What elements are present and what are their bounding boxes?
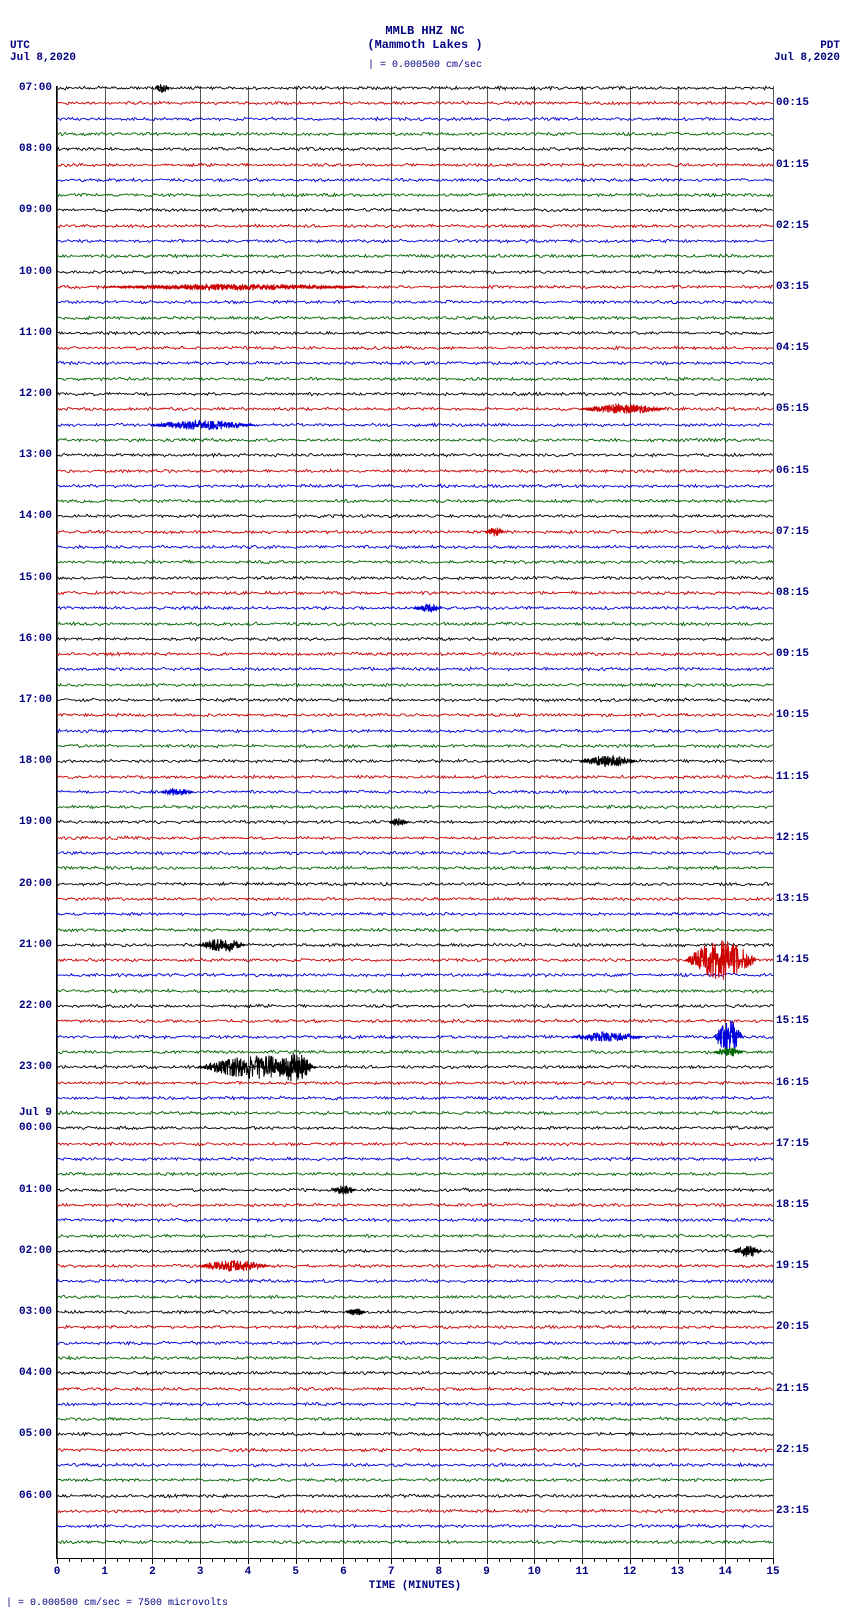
- xaxis-label: 9: [483, 1566, 490, 1578]
- header: MMLB HHZ NC (Mammoth Lakes ): [0, 24, 850, 52]
- time-label-pdt: 10:15: [776, 709, 809, 721]
- time-label-pdt: 09:15: [776, 648, 809, 660]
- time-label-utc: 09:00: [19, 204, 52, 216]
- time-label-utc: 12:00: [19, 388, 52, 400]
- timezone-right: PDT Jul 8,2020: [774, 40, 840, 64]
- seismic-event: [198, 1255, 274, 1277]
- seismic-event: [103, 279, 370, 295]
- time-label-pdt: 06:15: [776, 465, 809, 477]
- seismic-event: [198, 933, 250, 957]
- date-label-utc: Jul 9: [19, 1107, 52, 1119]
- xaxis-label: 4: [245, 1566, 252, 1578]
- time-label-utc: 22:00: [19, 1000, 52, 1012]
- xaxis-label: 7: [388, 1566, 395, 1578]
- time-label-utc: 00:00: [19, 1122, 52, 1134]
- xaxis-label: 13: [671, 1566, 684, 1578]
- time-label-utc: 19:00: [19, 816, 52, 828]
- time-label-utc: 10:00: [19, 266, 52, 278]
- seismic-event: [413, 599, 446, 617]
- tz-left-label: UTC: [10, 40, 76, 52]
- seismic-event: [714, 1042, 747, 1062]
- seismic-event: [346, 1303, 369, 1321]
- seismic-event: [571, 1027, 647, 1047]
- xaxis-label: 3: [197, 1566, 204, 1578]
- time-label-pdt: 20:15: [776, 1321, 809, 1333]
- time-label-pdt: 11:15: [776, 771, 809, 783]
- seismic-event: [389, 813, 412, 831]
- time-label-utc: 14:00: [19, 510, 52, 522]
- xaxis-label: 1: [101, 1566, 108, 1578]
- seismic-event: [160, 783, 197, 801]
- seismic-event: [733, 1240, 766, 1262]
- xaxis-label: 2: [149, 1566, 156, 1578]
- time-label-utc: 20:00: [19, 878, 52, 890]
- xaxis-label: 5: [292, 1566, 299, 1578]
- time-label-pdt: 07:15: [776, 526, 809, 538]
- time-label-utc: 05:00: [19, 1428, 52, 1440]
- tz-right-label: PDT: [774, 40, 840, 52]
- time-label-utc: 03:00: [19, 1306, 52, 1318]
- timezone-left: UTC Jul 8,2020: [10, 40, 76, 64]
- time-label-pdt: 12:15: [776, 832, 809, 844]
- time-label-utc: 23:00: [19, 1061, 52, 1073]
- time-label-utc: 18:00: [19, 755, 52, 767]
- time-label-pdt: 02:15: [776, 220, 809, 232]
- xaxis-label: 14: [719, 1566, 732, 1578]
- time-label-pdt: 03:15: [776, 281, 809, 293]
- seismic-event: [155, 78, 173, 98]
- xaxis-label: 15: [766, 1566, 779, 1578]
- time-label-utc: 08:00: [19, 143, 52, 155]
- seismic-event: [485, 522, 508, 542]
- xaxis-label: 0: [54, 1566, 61, 1578]
- time-label-pdt: 21:15: [776, 1383, 809, 1395]
- time-label-utc: 13:00: [19, 449, 52, 461]
- xaxis-label: 11: [575, 1566, 588, 1578]
- time-label-utc: 17:00: [19, 694, 52, 706]
- xaxis-label: 6: [340, 1566, 347, 1578]
- seismic-event: [150, 415, 259, 435]
- time-label-pdt: 23:15: [776, 1505, 809, 1517]
- time-label-utc: 01:00: [19, 1184, 52, 1196]
- seismogram-plot: TIME (MINUTES) 0123456789101112131415: [56, 86, 774, 1559]
- time-label-utc: 16:00: [19, 633, 52, 645]
- time-label-pdt: 04:15: [776, 342, 809, 354]
- seismic-event: [580, 750, 641, 772]
- time-label-pdt: 16:15: [776, 1077, 809, 1089]
- time-label-pdt: 14:15: [776, 954, 809, 966]
- time-label-pdt: 13:15: [776, 893, 809, 905]
- tz-left-date: Jul 8,2020: [10, 52, 76, 64]
- time-label-pdt: 01:15: [776, 159, 809, 171]
- time-label-utc: 02:00: [19, 1245, 52, 1257]
- time-label-pdt: 19:15: [776, 1260, 809, 1272]
- xaxis-label: 8: [436, 1566, 443, 1578]
- time-label-pdt: 18:15: [776, 1199, 809, 1211]
- time-label-pdt: 00:15: [776, 97, 809, 109]
- footer-scale: | = 0.000500 cm/sec = 7500 microvolts: [6, 1598, 228, 1609]
- time-label-utc: 04:00: [19, 1367, 52, 1379]
- time-label-pdt: 17:15: [776, 1138, 809, 1150]
- xaxis-label: 10: [528, 1566, 541, 1578]
- time-label-utc: 11:00: [19, 327, 52, 339]
- xaxis-tick: [773, 1558, 774, 1564]
- time-label-utc: 06:00: [19, 1490, 52, 1502]
- trace-row: [57, 1522, 773, 1562]
- seismogram-container: MMLB HHZ NC (Mammoth Lakes ) | = 0.00050…: [0, 0, 850, 1613]
- xaxis-label: 12: [623, 1566, 636, 1578]
- tz-right-date: Jul 8,2020: [774, 52, 840, 64]
- time-label-pdt: 05:15: [776, 403, 809, 415]
- gridline-v: [773, 86, 774, 1558]
- time-label-pdt: 08:15: [776, 587, 809, 599]
- time-label-pdt: 15:15: [776, 1015, 809, 1027]
- time-label-utc: 07:00: [19, 82, 52, 94]
- xaxis-title: TIME (MINUTES): [57, 1580, 773, 1592]
- time-label-utc: 15:00: [19, 572, 52, 584]
- seismic-event: [275, 1046, 317, 1088]
- seismic-event: [332, 1180, 360, 1200]
- seismic-event: [685, 935, 761, 985]
- time-label-pdt: 22:15: [776, 1444, 809, 1456]
- seismic-event: [580, 399, 670, 419]
- station-code: MMLB HHZ NC: [0, 24, 850, 38]
- station-location: (Mammoth Lakes ): [0, 38, 850, 52]
- time-label-utc: 21:00: [19, 939, 52, 951]
